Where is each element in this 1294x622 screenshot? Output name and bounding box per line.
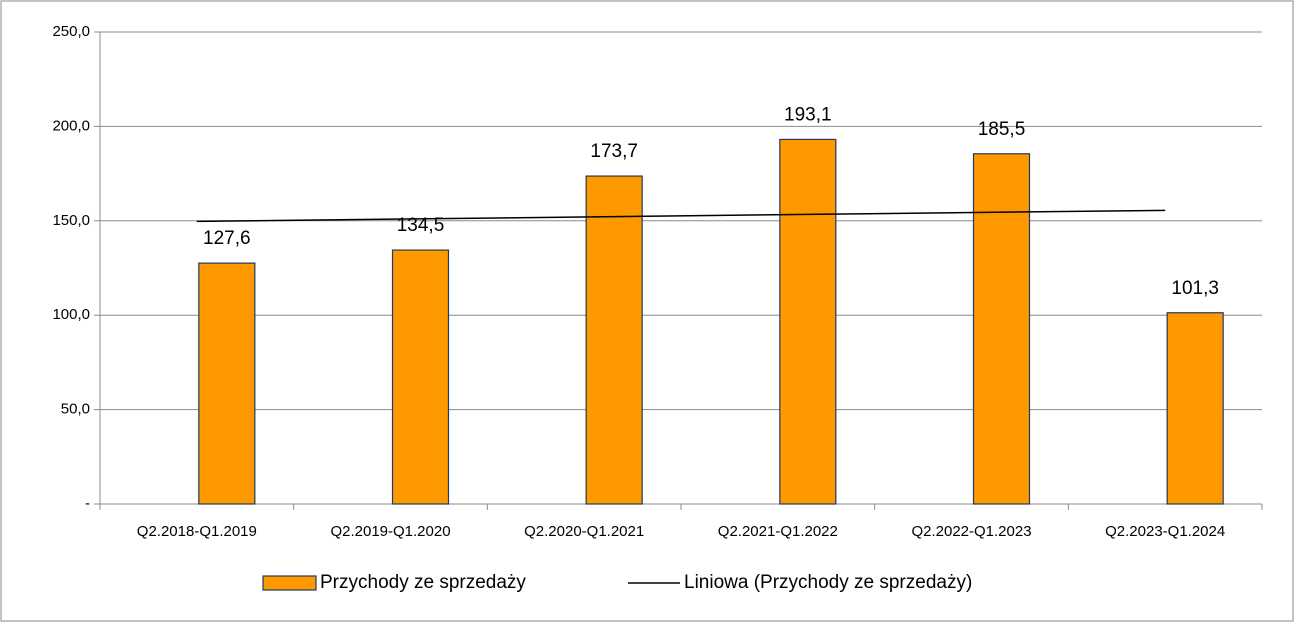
bar [391, 249, 450, 505]
x-tick-label: Q2.2020-Q1.2021 [524, 523, 644, 540]
data-label: 101,3 [1171, 278, 1219, 299]
data-label: 193,1 [784, 104, 832, 125]
data-label: 127,6 [203, 228, 251, 249]
bar [1166, 312, 1224, 505]
data-label: 134,5 [397, 215, 445, 236]
data-label: 173,7 [590, 141, 638, 162]
y-tick-label: 50,0 [61, 401, 90, 418]
x-tick-label: Q2.2022-Q1.2023 [911, 523, 1031, 540]
bar [972, 153, 1031, 505]
y-tick-label: 250,0 [52, 23, 90, 40]
legend-label: Przychody ze sprzedaży [320, 572, 526, 593]
trendline [196, 209, 1166, 223]
y-tick-label: 150,0 [52, 212, 90, 229]
y-tick-label: 100,0 [52, 306, 90, 323]
bar [198, 262, 256, 505]
x-tick-label: Q2.2021-Q1.2022 [718, 523, 838, 540]
data-label: 185,5 [978, 119, 1026, 140]
bar [585, 175, 643, 505]
x-tick-label: Q2.2019-Q1.2020 [330, 523, 450, 540]
bar [779, 138, 837, 505]
y-tick-label: - [85, 495, 90, 512]
legend-swatch [262, 575, 317, 591]
x-tick-label: Q2.2018-Q1.2019 [137, 523, 257, 540]
legend-label: Liniowa (Przychody ze sprzedaży) [684, 572, 972, 593]
y-tick-label: 200,0 [52, 117, 90, 134]
x-tick-label: Q2.2023-Q1.2024 [1105, 523, 1225, 540]
